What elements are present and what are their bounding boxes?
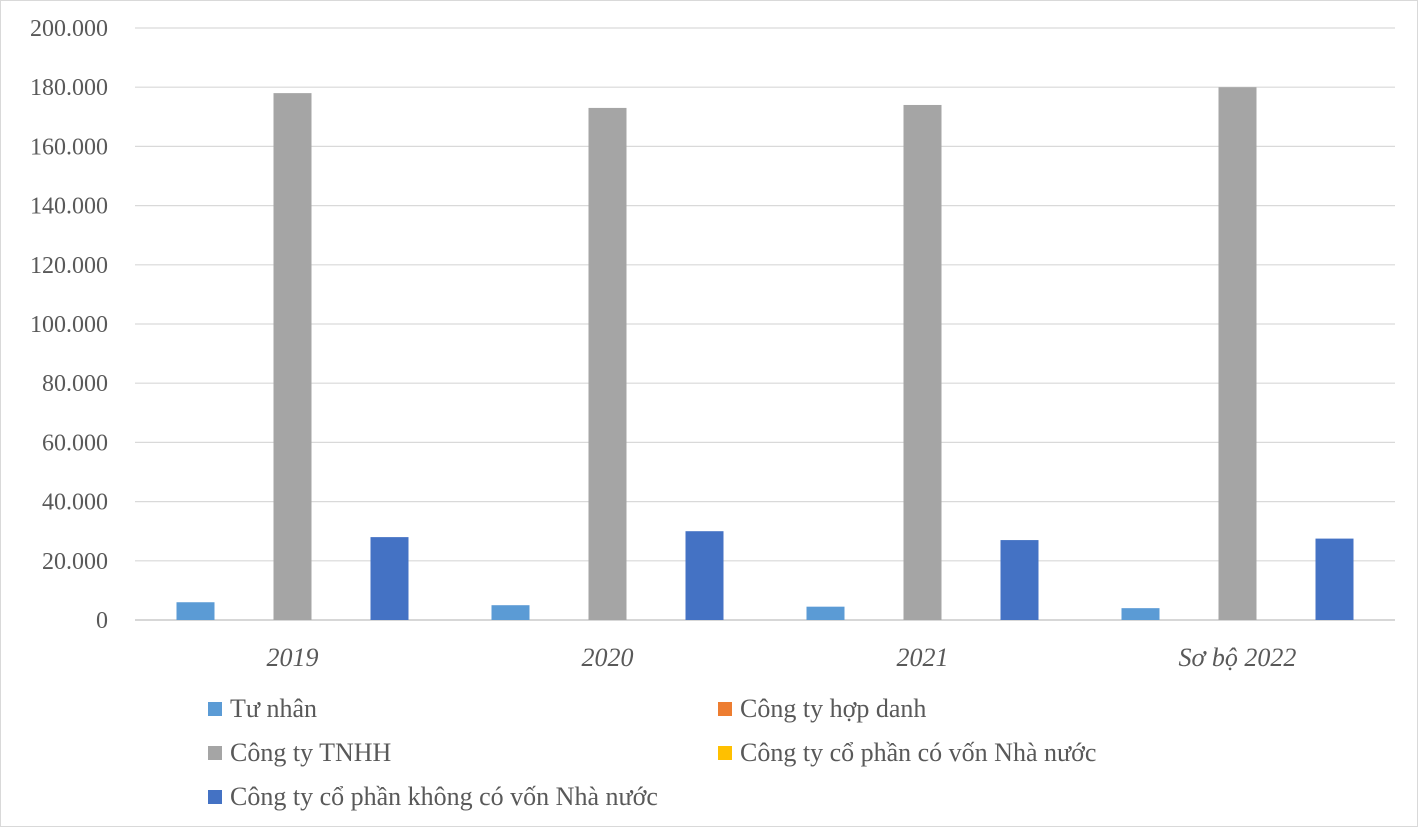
legend-item-co-phan-co-von: Công ty cổ phần có vốn Nhà nước xyxy=(718,738,1096,768)
y-tick-label: 160.000 xyxy=(30,134,108,160)
legend-label: Công ty TNHH xyxy=(230,738,392,767)
legend-swatch xyxy=(718,702,732,716)
y-tick-label: 60.000 xyxy=(42,430,108,456)
y-tick-label: 40.000 xyxy=(42,490,108,516)
bar xyxy=(1218,87,1257,620)
y-tick-label: 100.000 xyxy=(30,312,108,338)
y-tick-label: 140.000 xyxy=(30,194,108,220)
legend-item-tnhh: Công ty TNHH xyxy=(208,738,391,768)
x-axis-ticks: 2019 2020 2021 Sơ bộ 2022 xyxy=(267,643,1297,672)
bar xyxy=(273,93,312,621)
legend-swatch xyxy=(208,702,222,716)
x-tick-label: 2019 xyxy=(267,643,319,672)
y-tick-label: 20.000 xyxy=(42,549,108,575)
bar xyxy=(588,107,627,621)
legend-swatch xyxy=(718,746,732,760)
bar xyxy=(1000,540,1039,620)
legend-swatch xyxy=(208,790,222,804)
x-tick-label: Sơ bộ 2022 xyxy=(1179,643,1297,672)
legend-label: Công ty hợp danh xyxy=(740,694,927,723)
legend-item-co-phan-khong-von: Công ty cổ phần không có vốn Nhà nước xyxy=(208,782,658,812)
gridlines xyxy=(135,27,1395,621)
x-tick-label: 2020 xyxy=(582,643,634,672)
y-tick-label: 120.000 xyxy=(30,253,108,279)
x-tick-label: 2021 xyxy=(897,643,949,672)
bar xyxy=(370,537,409,620)
legend-label: Tư nhân xyxy=(230,694,318,723)
bar xyxy=(491,605,530,620)
y-axis-ticks: 0 20.000 40.000 60.000 80.000 100.000 120.000 1… xyxy=(30,16,108,634)
bar xyxy=(176,602,215,620)
y-tick-label: 80.000 xyxy=(42,371,108,397)
legend-swatch xyxy=(208,746,222,760)
bar xyxy=(1315,538,1354,620)
y-tick-label: 180.000 xyxy=(30,75,108,101)
bar xyxy=(1121,608,1160,620)
legend-label: Công ty cổ phần có vốn Nhà nước xyxy=(740,738,1097,767)
bars xyxy=(176,87,1354,621)
legend-item-hop-danh: Công ty hợp danh xyxy=(718,694,926,724)
bar xyxy=(903,104,942,620)
bar xyxy=(685,531,724,620)
bar xyxy=(806,606,845,620)
legend-item-tu-nhan: Tư nhân xyxy=(208,694,317,724)
legend-label: Công ty cổ phần không có vốn Nhà nước xyxy=(230,782,658,811)
y-tick-label: 200.000 xyxy=(30,16,108,42)
y-tick-label: 0 xyxy=(96,608,108,634)
